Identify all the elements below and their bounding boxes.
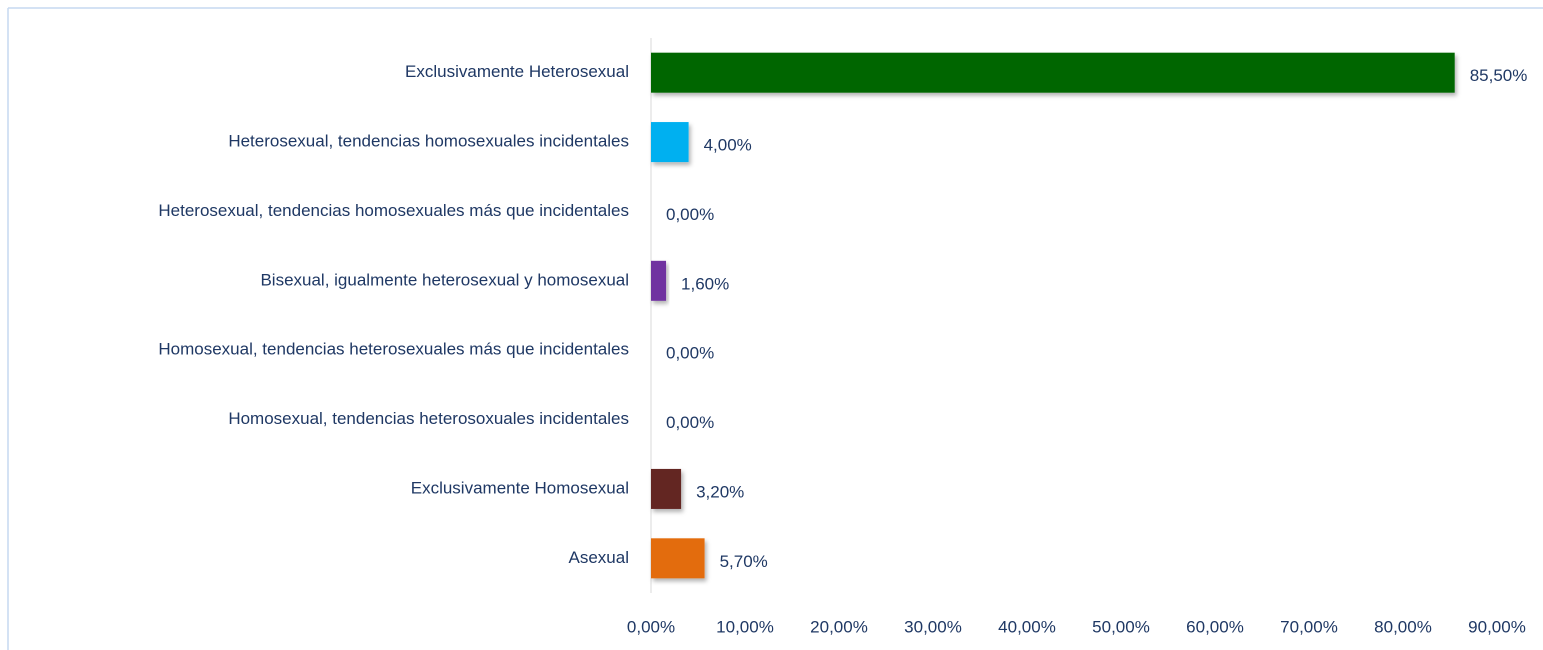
data-label: 4,00% (704, 136, 752, 155)
x-tick-label: 80,00% (1374, 617, 1432, 636)
x-tick-label: 60,00% (1186, 617, 1244, 636)
x-tick-label: 30,00% (904, 617, 962, 636)
data-label: 3,20% (696, 482, 744, 501)
x-tick-label: 0,00% (627, 617, 675, 636)
y-tick-label: Bisexual, igualmente heterosexual y homo… (260, 270, 629, 289)
y-tick-label: Heterosexual, tendencias homosexuales in… (228, 132, 629, 151)
bar (651, 52, 1455, 93)
x-tick-label: 50,00% (1092, 617, 1150, 636)
y-tick-label: Homosexual, tendencias heterosoxuales in… (228, 409, 629, 428)
x-tick-label: 20,00% (810, 617, 868, 636)
bar (651, 538, 705, 579)
data-label: 1,60% (681, 274, 729, 293)
x-tick-label: 90,00% (1468, 617, 1526, 636)
y-tick-label: Heterosexual, tendencias homosexuales má… (158, 201, 629, 220)
bar (651, 122, 689, 163)
data-label: 85,50% (1470, 66, 1528, 85)
x-tick-label: 10,00% (716, 617, 774, 636)
bar (651, 260, 667, 301)
y-tick-label: Exclusivamente Homosexual (411, 478, 629, 497)
y-tick-label: Asexual (569, 548, 629, 567)
x-tick-label: 40,00% (998, 617, 1056, 636)
bar (651, 468, 682, 509)
data-label: 5,70% (720, 552, 768, 571)
data-label: 0,00% (666, 413, 714, 432)
data-label: 0,00% (666, 344, 714, 363)
x-tick-label: 70,00% (1280, 617, 1338, 636)
data-label: 0,00% (666, 205, 714, 224)
y-tick-label: Homosexual, tendencias heterosexuales má… (158, 340, 629, 359)
y-tick-label: Exclusivamente Heterosexual (405, 62, 629, 81)
